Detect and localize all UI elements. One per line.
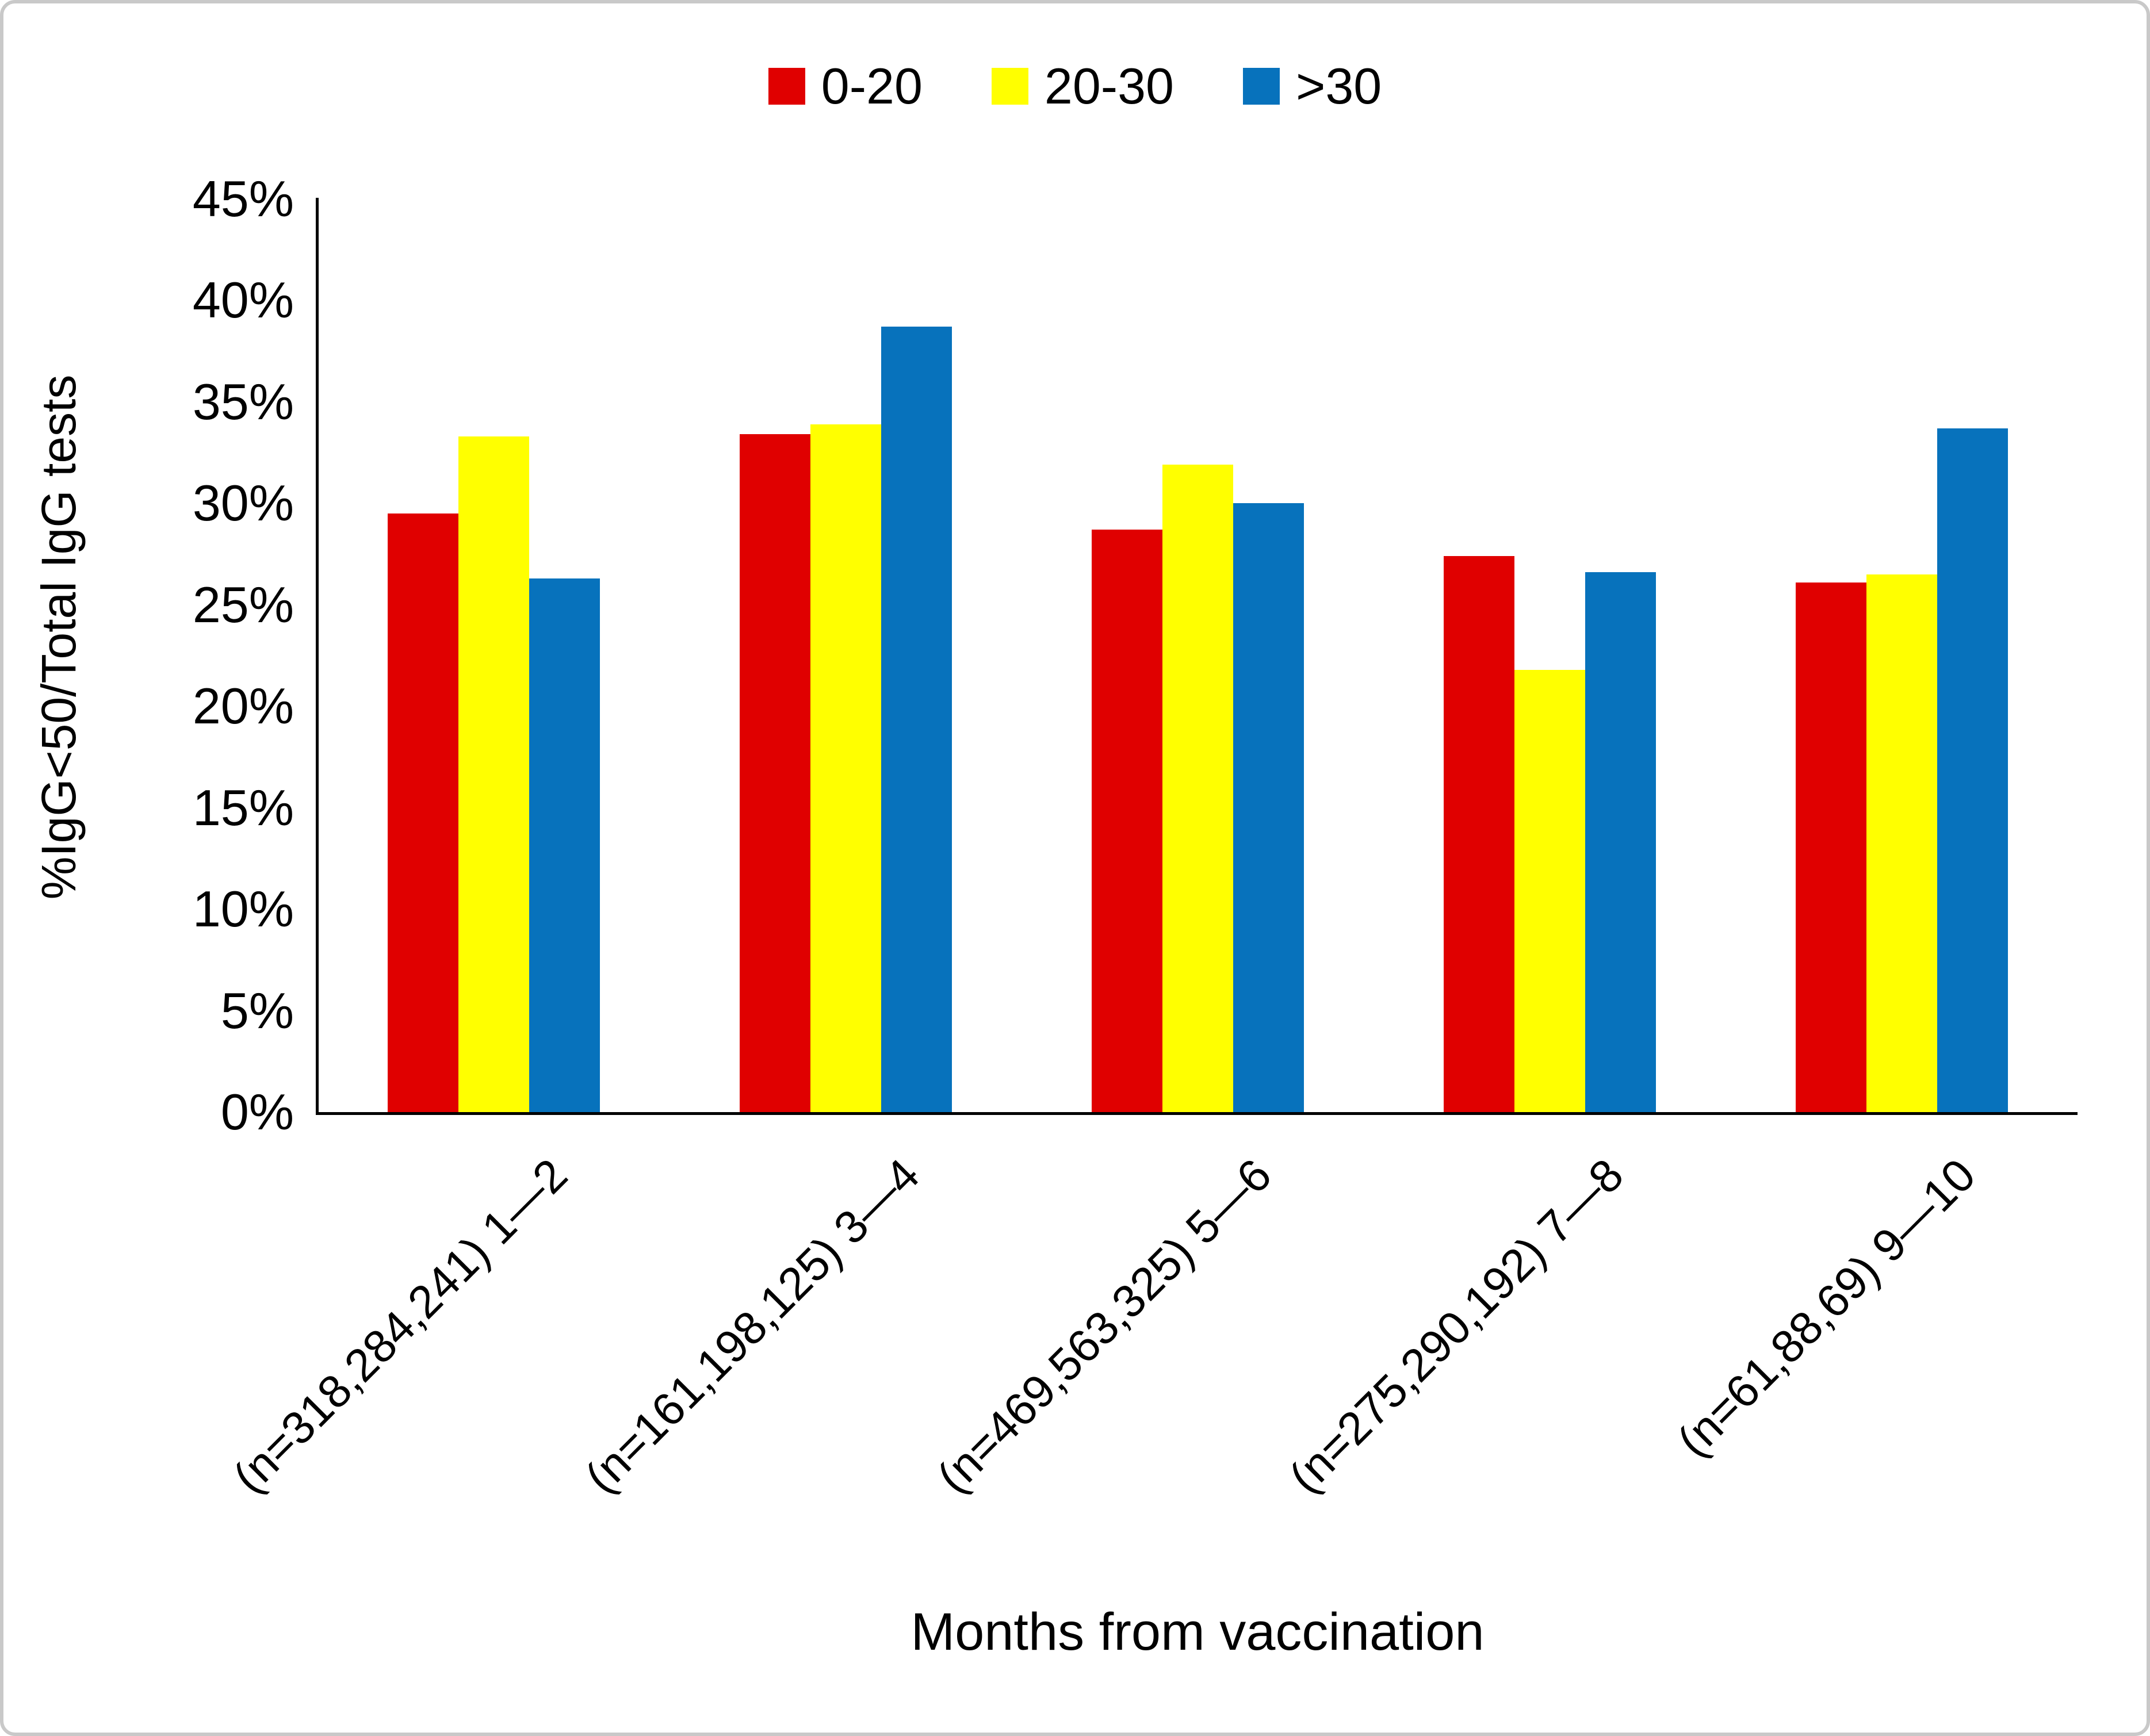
bar-20-30-group5 [1866, 574, 1937, 1112]
y-axis-line [316, 198, 319, 1115]
y-tick-label: 40% [192, 271, 294, 329]
y-tick-label: 45% [192, 170, 294, 227]
bar-0-20-group2 [739, 434, 810, 1112]
y-tick-label: 10% [192, 880, 294, 938]
bar-20-30-group4 [1514, 669, 1585, 1112]
y-tick-label: 25% [192, 576, 294, 633]
legend: 0-20 20-30 >30 [3, 61, 2147, 112]
x-axis-line [316, 1112, 2078, 1115]
bar->30-group2 [881, 327, 952, 1112]
legend-swatch-icon [1242, 68, 1280, 105]
y-axis-title: %IgG<50/Total IgG tests [32, 374, 86, 900]
bar->30-group5 [1937, 428, 2008, 1112]
bar-20-30-group3 [1162, 465, 1233, 1112]
bar->30-group3 [1233, 503, 1304, 1112]
y-tick-label: 5% [220, 982, 294, 1039]
bar-0-20-group1 [387, 513, 458, 1112]
legend-label: 20-30 [1044, 58, 1174, 114]
legend-item: 20-30 [991, 58, 1174, 114]
plot-area: 0% 5% 10% 15% 20% 25% 30% 35% 40% 45% (n=318,284,… [3, 3, 2147, 1733]
bar-20-30-group2 [810, 424, 881, 1112]
y-tick-label: 0% [220, 1083, 294, 1140]
legend-item: 0-20 [768, 61, 923, 112]
y-tick-label: 30% [192, 474, 294, 532]
legend-swatch-icon [768, 68, 805, 105]
y-tick-label: 15% [192, 779, 294, 836]
legend-item: >30 [1242, 58, 1382, 114]
bar-0-20-group3 [1091, 530, 1162, 1112]
bar-20-30-group1 [458, 436, 529, 1112]
bar->30-group4 [1585, 572, 1656, 1112]
legend-swatch-icon [991, 68, 1028, 105]
bar->30-group1 [529, 578, 600, 1112]
x-axis-title: Months from vaccination [911, 1603, 1485, 1661]
bar-0-20-group4 [1443, 556, 1514, 1112]
y-tick-label: 20% [192, 677, 294, 735]
legend-label: >30 [1295, 58, 1382, 114]
bar-0-20-group5 [1795, 582, 1866, 1112]
y-tick-label: 35% [192, 373, 294, 430]
legend-label: 0-20 [821, 58, 923, 114]
